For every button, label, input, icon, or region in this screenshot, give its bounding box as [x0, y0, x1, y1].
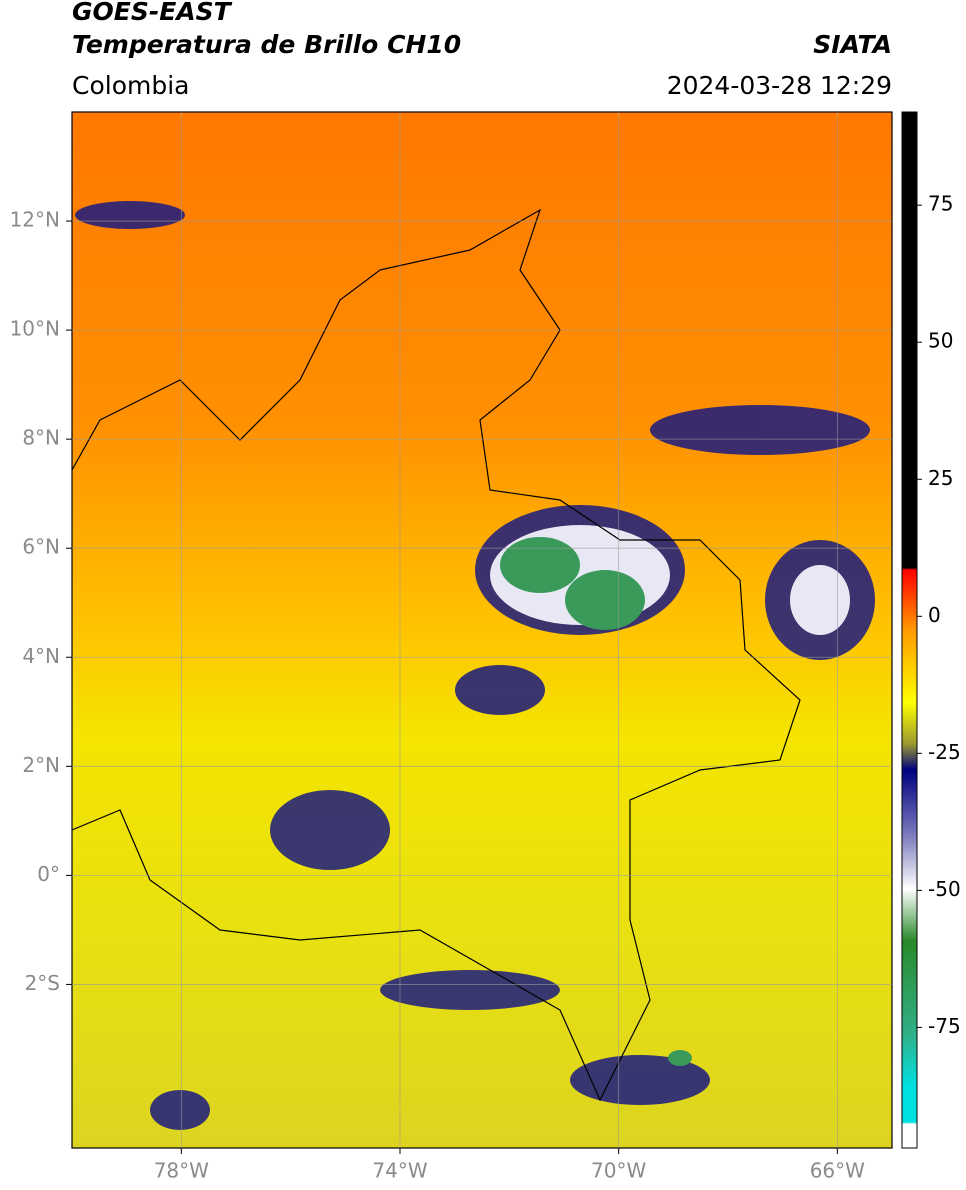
colorbar-label: 50	[928, 329, 953, 353]
colorbar	[901, 111, 918, 1149]
colorbar-label: 25	[928, 466, 953, 490]
x-tick-label: 66°W	[810, 1159, 865, 1183]
colorbar-label: -75	[928, 1014, 961, 1038]
colorbar-label: 0	[928, 603, 941, 627]
cold-tops	[500, 537, 692, 1066]
subtitle: Temperatura de Brillo CH10	[72, 30, 461, 59]
y-tick-label: 0°	[37, 862, 60, 886]
colorbar-label: 75	[928, 192, 953, 216]
map-frame	[71, 111, 893, 1149]
border	[72, 208, 801, 1102]
y-tick-label: 2°S	[25, 971, 60, 995]
x-tick-label: 78°W	[154, 1159, 209, 1183]
imagery	[72, 112, 892, 1148]
colorbar-label: -50	[928, 877, 961, 901]
colorbar-label: -25	[928, 740, 961, 764]
source: SIATA	[813, 30, 892, 59]
y-tick-label: 4°N	[22, 644, 60, 668]
timestamp: 2024-03-28 12:29	[667, 71, 892, 100]
y-tick-label: 2°N	[22, 753, 60, 777]
region: Colombia	[72, 71, 189, 100]
title: GOES-EAST	[72, 0, 233, 26]
x-tick-label: 74°W	[372, 1159, 427, 1183]
y-tick-label: 12°N	[10, 208, 60, 232]
y-tick-label: 6°N	[22, 535, 60, 559]
x-tick-label: 70°W	[591, 1159, 646, 1183]
y-tick-label: 10°N	[10, 317, 60, 341]
y-tick-label: 8°N	[22, 426, 60, 450]
